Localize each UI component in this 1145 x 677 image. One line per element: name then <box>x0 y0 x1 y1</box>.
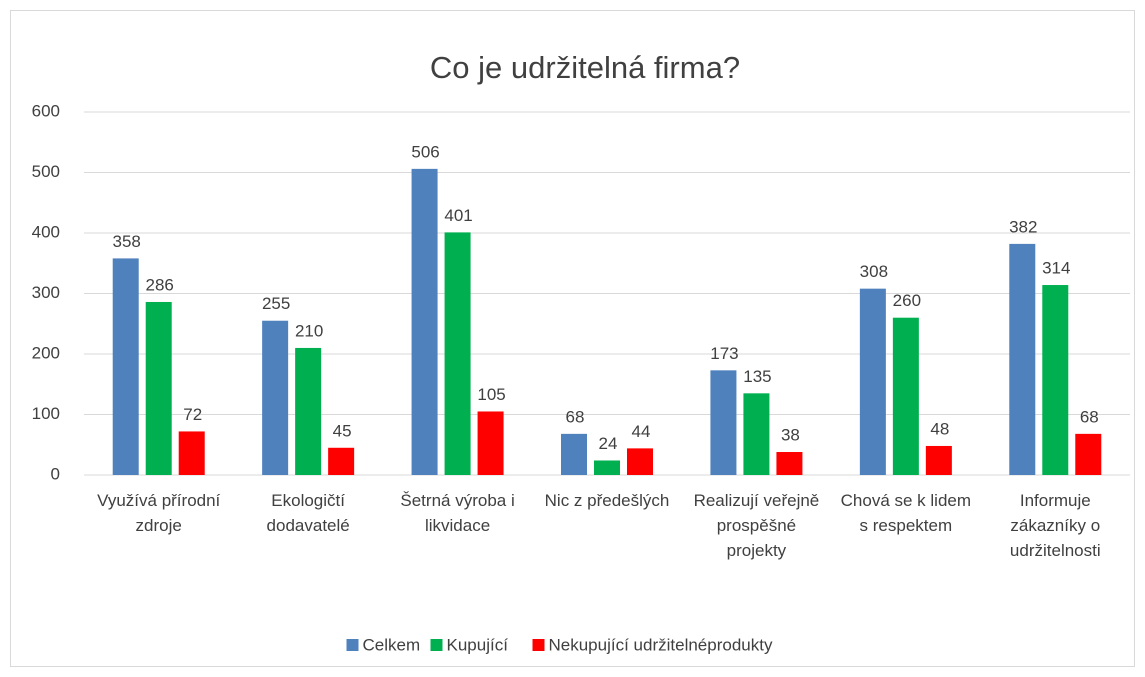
bar <box>594 460 620 475</box>
bar <box>743 393 770 475</box>
x-tick-label: Využívá přírodní zdroje <box>97 491 221 535</box>
bar <box>892 317 919 475</box>
bar <box>1075 433 1102 475</box>
legend-label: Nekupující udržitelnéprodukty <box>549 635 773 654</box>
bar <box>112 258 139 475</box>
data-label: 173 <box>710 344 738 363</box>
x-tick-label: Ekologičtí dodavatelé <box>266 491 350 535</box>
chart-title: Co je udržitelná firma? <box>430 50 740 85</box>
y-tick-label: 0 <box>51 464 60 483</box>
legend-swatch <box>532 639 545 651</box>
bar <box>925 445 952 475</box>
data-label: 260 <box>893 291 921 310</box>
x-tick-label: Realizují veřejně prospěšné projekty <box>693 491 820 560</box>
legend-label: Kupující <box>447 635 509 654</box>
bar <box>262 320 289 475</box>
data-label: 105 <box>477 385 505 404</box>
data-label: 72 <box>183 405 202 424</box>
y-tick-label: 100 <box>32 404 60 423</box>
legend-swatch <box>346 639 359 651</box>
bar <box>328 447 355 475</box>
bar <box>178 431 205 475</box>
x-tick-label: Nic z předešlých <box>544 491 670 510</box>
bar <box>561 433 587 475</box>
chart-border <box>10 10 1135 667</box>
bar <box>295 347 322 475</box>
data-label: 314 <box>1042 259 1070 278</box>
data-label: 286 <box>146 275 174 294</box>
data-label: 68 <box>566 407 585 426</box>
x-tick-label: Chová se k lidem s respektem <box>840 491 972 535</box>
bar <box>1042 285 1069 475</box>
data-label: 38 <box>781 425 800 444</box>
bar <box>477 411 504 475</box>
data-label: 401 <box>444 206 472 225</box>
bar <box>859 288 886 475</box>
data-label: 45 <box>333 421 352 440</box>
bar <box>1009 243 1036 475</box>
data-label: 308 <box>860 262 888 281</box>
data-label: 382 <box>1009 217 1037 236</box>
y-tick-label: 600 <box>32 101 60 120</box>
data-label: 68 <box>1080 407 1099 426</box>
data-label: 48 <box>930 419 949 438</box>
data-label: 44 <box>632 422 651 441</box>
bar <box>145 301 172 475</box>
legend-label: Celkem <box>363 635 421 654</box>
y-tick-label: 400 <box>32 222 60 241</box>
bar <box>411 168 438 475</box>
bar <box>444 232 471 475</box>
bar <box>776 452 803 475</box>
y-tick-label: 500 <box>32 162 60 181</box>
y-tick-label: 200 <box>32 343 60 362</box>
data-label: 255 <box>262 294 290 313</box>
x-tick-label: Informuje zákazníky o udržitelnosti <box>1009 491 1101 560</box>
legend-swatch <box>430 639 443 651</box>
y-tick-label: 300 <box>32 283 60 302</box>
bar <box>710 370 737 475</box>
data-label: 24 <box>599 434 618 453</box>
data-label: 135 <box>743 367 771 386</box>
data-label: 506 <box>411 142 439 161</box>
data-label: 358 <box>113 232 141 251</box>
data-label: 210 <box>295 321 323 340</box>
bar <box>627 448 653 475</box>
x-tick-label: Šetrná výroba i likvidace <box>400 491 515 535</box>
